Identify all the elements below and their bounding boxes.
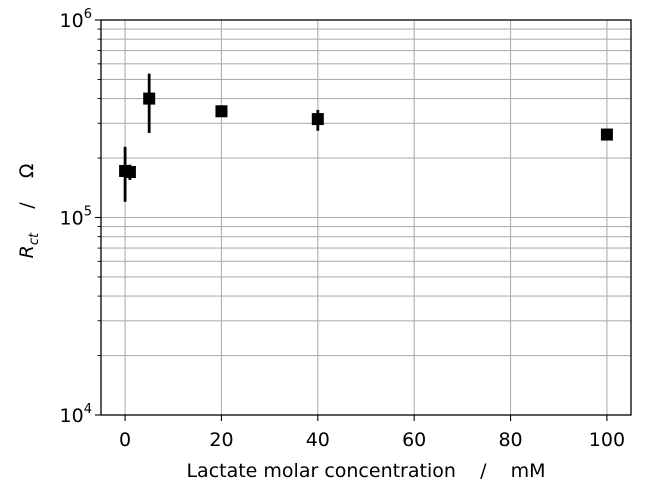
data-point <box>215 105 228 118</box>
y-axis-separator: / <box>16 202 38 209</box>
y-axis-subscript: ct <box>27 232 42 245</box>
x-axis-label: Lactate molar concentration / mM <box>186 460 545 482</box>
axis-ticks: 0 20 40 60 80 100 104 105 106 <box>60 7 626 451</box>
data-points <box>119 73 613 202</box>
data-point <box>123 165 136 178</box>
x-tick-label: 100 <box>589 429 625 451</box>
y-axis-label: Rct / Ω <box>16 133 42 300</box>
x-tick-label: 0 <box>119 429 131 451</box>
x-tick-label: 60 <box>402 429 426 451</box>
y-axis-symbol: R <box>16 245 38 258</box>
x-tick-label: 40 <box>306 429 330 451</box>
data-point <box>311 113 324 126</box>
data-point <box>143 92 156 105</box>
x-tick-label: 80 <box>498 429 522 451</box>
y-tick-label: 104 <box>60 402 92 427</box>
y-tick-label: 106 <box>60 7 92 32</box>
svg-text:Rct / Ω: Rct / Ω <box>16 133 42 300</box>
grid-layer <box>101 20 631 416</box>
data-point <box>600 128 613 141</box>
y-tick-label: 105 <box>60 205 92 230</box>
y-axis-unit: Ω <box>16 164 38 179</box>
x-tick-label: 20 <box>209 429 233 451</box>
